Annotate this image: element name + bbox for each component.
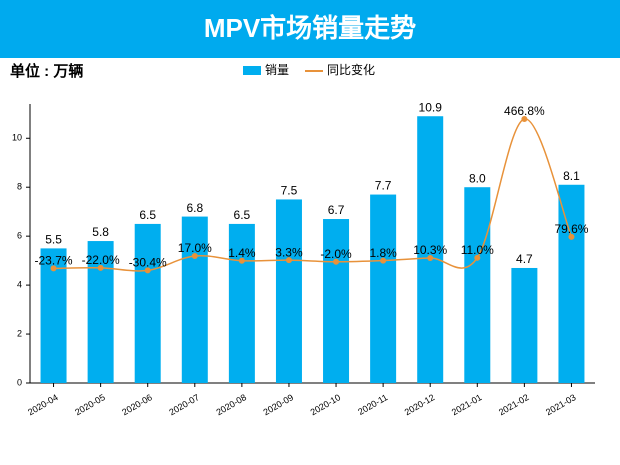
- bar: [275, 199, 302, 383]
- line-point: [144, 267, 151, 274]
- legend-swatch: [243, 66, 261, 75]
- line-point: [427, 255, 434, 262]
- bar: [511, 267, 538, 383]
- bar: [228, 223, 255, 383]
- bar-value-label: 6.7: [328, 203, 345, 217]
- line-value-label: 11.0%: [461, 243, 494, 257]
- line-value-label: 3.3%: [275, 245, 303, 259]
- bar-value-label: 10.9: [419, 100, 443, 114]
- bar-value-label: 5.5: [45, 233, 62, 247]
- x-tick-label: 2021-03: [544, 392, 578, 417]
- x-tick-label: 2020-07: [167, 392, 201, 417]
- bar: [464, 187, 491, 383]
- bar: [323, 219, 350, 383]
- line-value-label: 1.8%: [369, 246, 397, 260]
- line-value-label: 17.0%: [178, 241, 212, 255]
- x-tick-label: 2020-08: [214, 392, 248, 417]
- x-tick-label: 2020-06: [120, 392, 154, 417]
- x-tick-label: 2021-02: [497, 392, 531, 417]
- line-point: [568, 233, 575, 240]
- y-tick-label: 8: [17, 182, 22, 192]
- line-point: [50, 265, 57, 272]
- x-tick-label: 2020-04: [26, 392, 60, 417]
- chart-title: MPV市场销量走势: [204, 13, 416, 43]
- bar-value-label: 6.8: [186, 201, 203, 215]
- line-value-label: 466.8%: [504, 104, 545, 118]
- bar: [181, 216, 208, 383]
- y-tick-label: 0: [17, 377, 22, 387]
- bar: [134, 223, 161, 383]
- x-tick-label: 2020-09: [262, 392, 296, 417]
- bar: [370, 194, 397, 383]
- legend-label: 同比变化: [327, 62, 375, 77]
- title-banner: [0, 0, 620, 58]
- bar-value-label: 7.7: [375, 179, 392, 193]
- bar: [417, 116, 444, 383]
- x-tick-label: 2020-11: [356, 392, 389, 417]
- line-point: [474, 254, 481, 261]
- bar: [87, 241, 114, 383]
- bar-value-label: 4.7: [516, 252, 533, 266]
- bar-value-label: 5.8: [92, 225, 109, 239]
- line-value-label: -30.4%: [129, 256, 167, 270]
- line-value-label: 1.4%: [228, 246, 256, 260]
- bar-value-label: 7.5: [281, 184, 298, 198]
- bar: [558, 184, 585, 383]
- line-value-label: 79.6%: [554, 222, 588, 236]
- line-value-label: -23.7%: [35, 254, 73, 268]
- line-point: [191, 252, 198, 259]
- line-value-label: -2.0%: [320, 247, 352, 261]
- line-point: [97, 264, 104, 271]
- legend-label: 销量: [265, 63, 289, 77]
- bar-value-label: 6.5: [139, 208, 156, 222]
- line-point: [521, 115, 528, 122]
- bar-value-label: 8.1: [563, 169, 580, 183]
- line-point: [380, 257, 387, 264]
- y-tick-label: 4: [17, 279, 22, 289]
- y-tick-label: 6: [17, 231, 22, 241]
- x-tick-label: 2020-05: [73, 392, 107, 417]
- y-tick-label: 2: [17, 328, 22, 338]
- line-point: [238, 257, 245, 264]
- y-tick-label: 10: [12, 133, 22, 143]
- bar-value-label: 6.5: [234, 208, 251, 222]
- line-point: [333, 258, 340, 265]
- line-value-label: 10.3%: [413, 243, 447, 257]
- bar-value-label: 8.0: [469, 171, 486, 185]
- x-tick-label: 2021-01: [450, 392, 484, 417]
- x-tick-label: 2020-12: [403, 392, 437, 417]
- unit-label: 单位 : 万辆: [10, 62, 83, 80]
- x-tick-label: 2020-10: [309, 392, 343, 417]
- line-value-label: -22.0%: [82, 253, 120, 267]
- line-point: [285, 257, 292, 264]
